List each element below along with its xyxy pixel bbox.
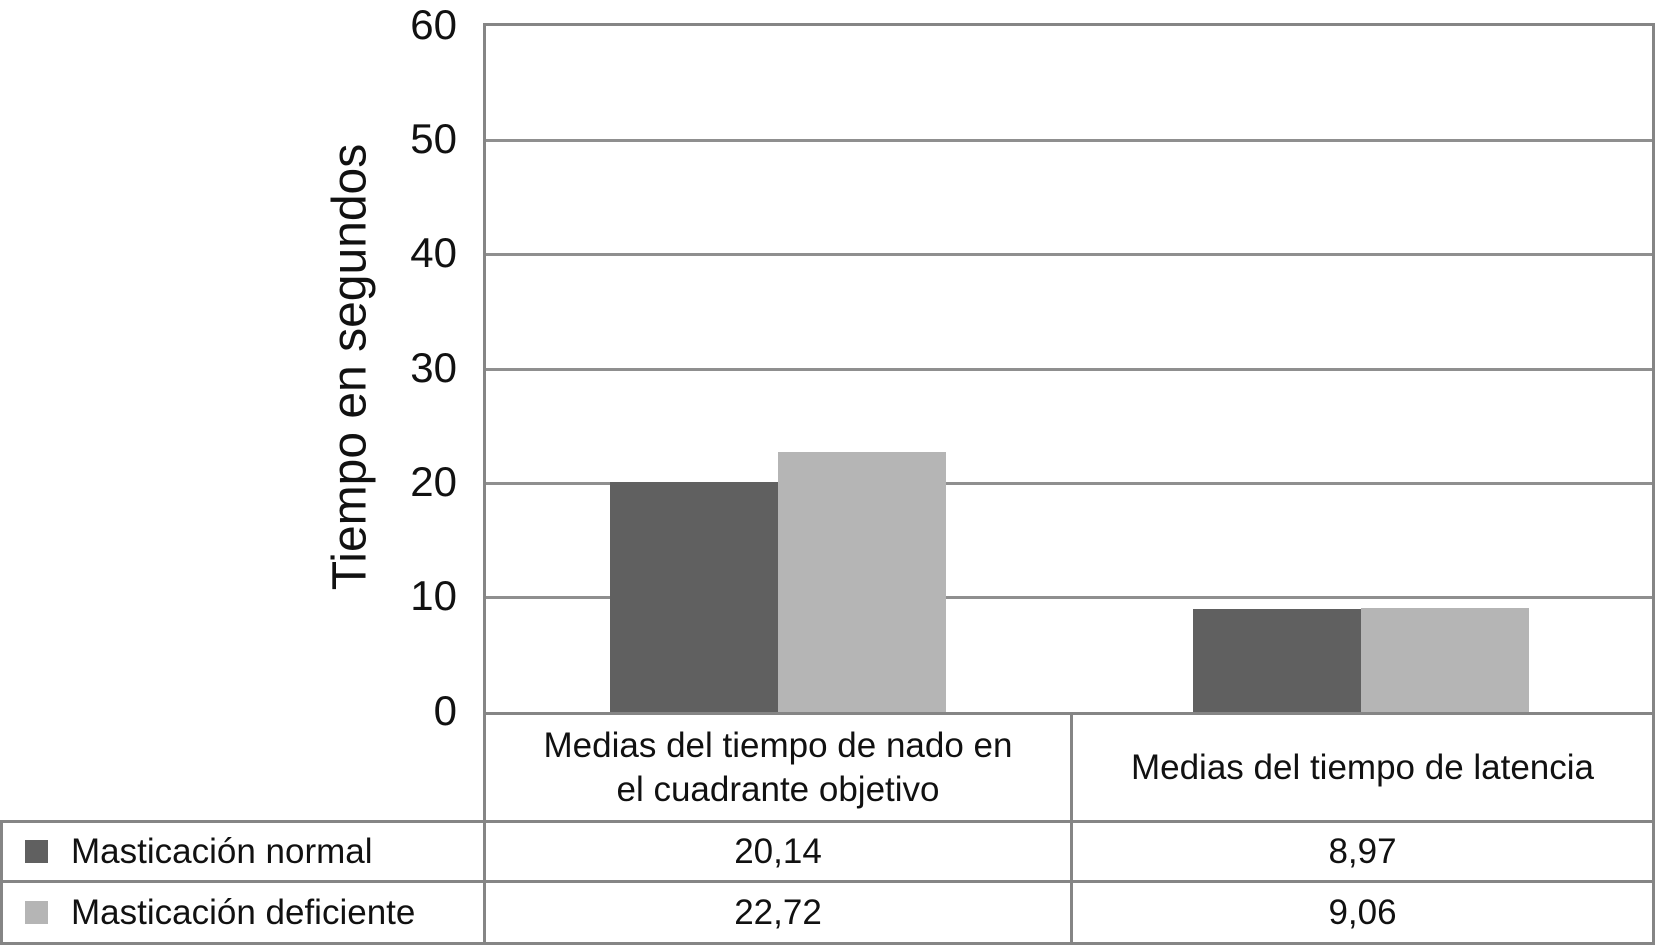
gridline-20 <box>486 481 1652 485</box>
y-tick-label-0: 0 <box>433 686 457 734</box>
value-cell-deficiente-latencia: 9,06 <box>1070 883 1655 945</box>
value-cell-deficiente-nado: 22,72 <box>483 883 1070 945</box>
y-tick-label-40: 40 <box>410 229 457 277</box>
legend-swatch-normal <box>25 840 48 863</box>
table-corner-cell <box>0 712 483 823</box>
bar-series1-category2 <box>1192 609 1361 712</box>
gridline-30 <box>486 367 1652 371</box>
bar-series2-category1 <box>777 452 946 712</box>
gridline-40 <box>486 253 1652 257</box>
value-cell-normal-latencia: 8,97 <box>1070 823 1655 883</box>
bar-series1-category1 <box>609 481 778 712</box>
data-table: Medias del tiempo de nado en el cuadrant… <box>0 712 1655 945</box>
legend-label-deficiente: Masticación deficiente <box>71 892 416 932</box>
gridline-50 <box>486 138 1652 142</box>
category-header-2: Medias del tiempo de latencia <box>1070 712 1655 823</box>
y-tick-label-10: 10 <box>410 572 457 620</box>
legend-item-deficiente: Masticación deficiente <box>0 883 483 945</box>
category-header-1: Medias del tiempo de nado en el cuadrant… <box>483 712 1070 823</box>
gridline-10 <box>486 596 1652 600</box>
y-tick-label-60: 60 <box>410 0 457 48</box>
legend-item-normal: Masticación normal <box>0 823 483 883</box>
plot-area <box>483 23 1655 712</box>
y-tick-label-50: 50 <box>410 114 457 162</box>
y-tick-label-20: 20 <box>410 457 457 505</box>
legend-label-normal: Masticación normal <box>71 831 373 871</box>
legend-swatch-deficiente <box>25 901 48 924</box>
value-cell-normal-nado: 20,14 <box>483 823 1070 883</box>
bar-series2-category2 <box>1360 608 1529 712</box>
y-tick-label-30: 30 <box>410 343 457 391</box>
